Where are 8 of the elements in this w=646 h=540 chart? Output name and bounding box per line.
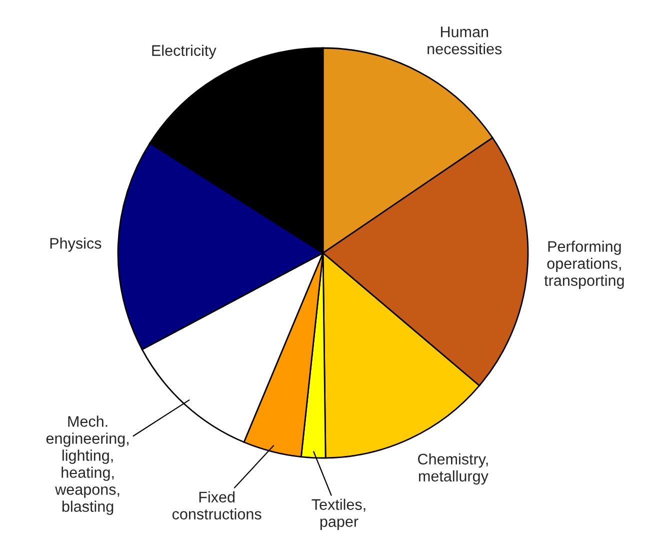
slice-label: Mech. engineering, lighting, heating, weapons, blasting xyxy=(46,416,128,515)
slice-label: Fixed constructions xyxy=(172,491,262,520)
slice-label: Chemistry, metallurgy xyxy=(418,453,488,485)
slice-label: Textiles, paper xyxy=(312,498,366,530)
slice-label: Human necessities xyxy=(428,26,502,54)
slice-label: Physics xyxy=(50,238,102,252)
slice-label: Performing operations, transporting xyxy=(544,240,624,289)
slice-label: Electricity xyxy=(152,44,216,59)
